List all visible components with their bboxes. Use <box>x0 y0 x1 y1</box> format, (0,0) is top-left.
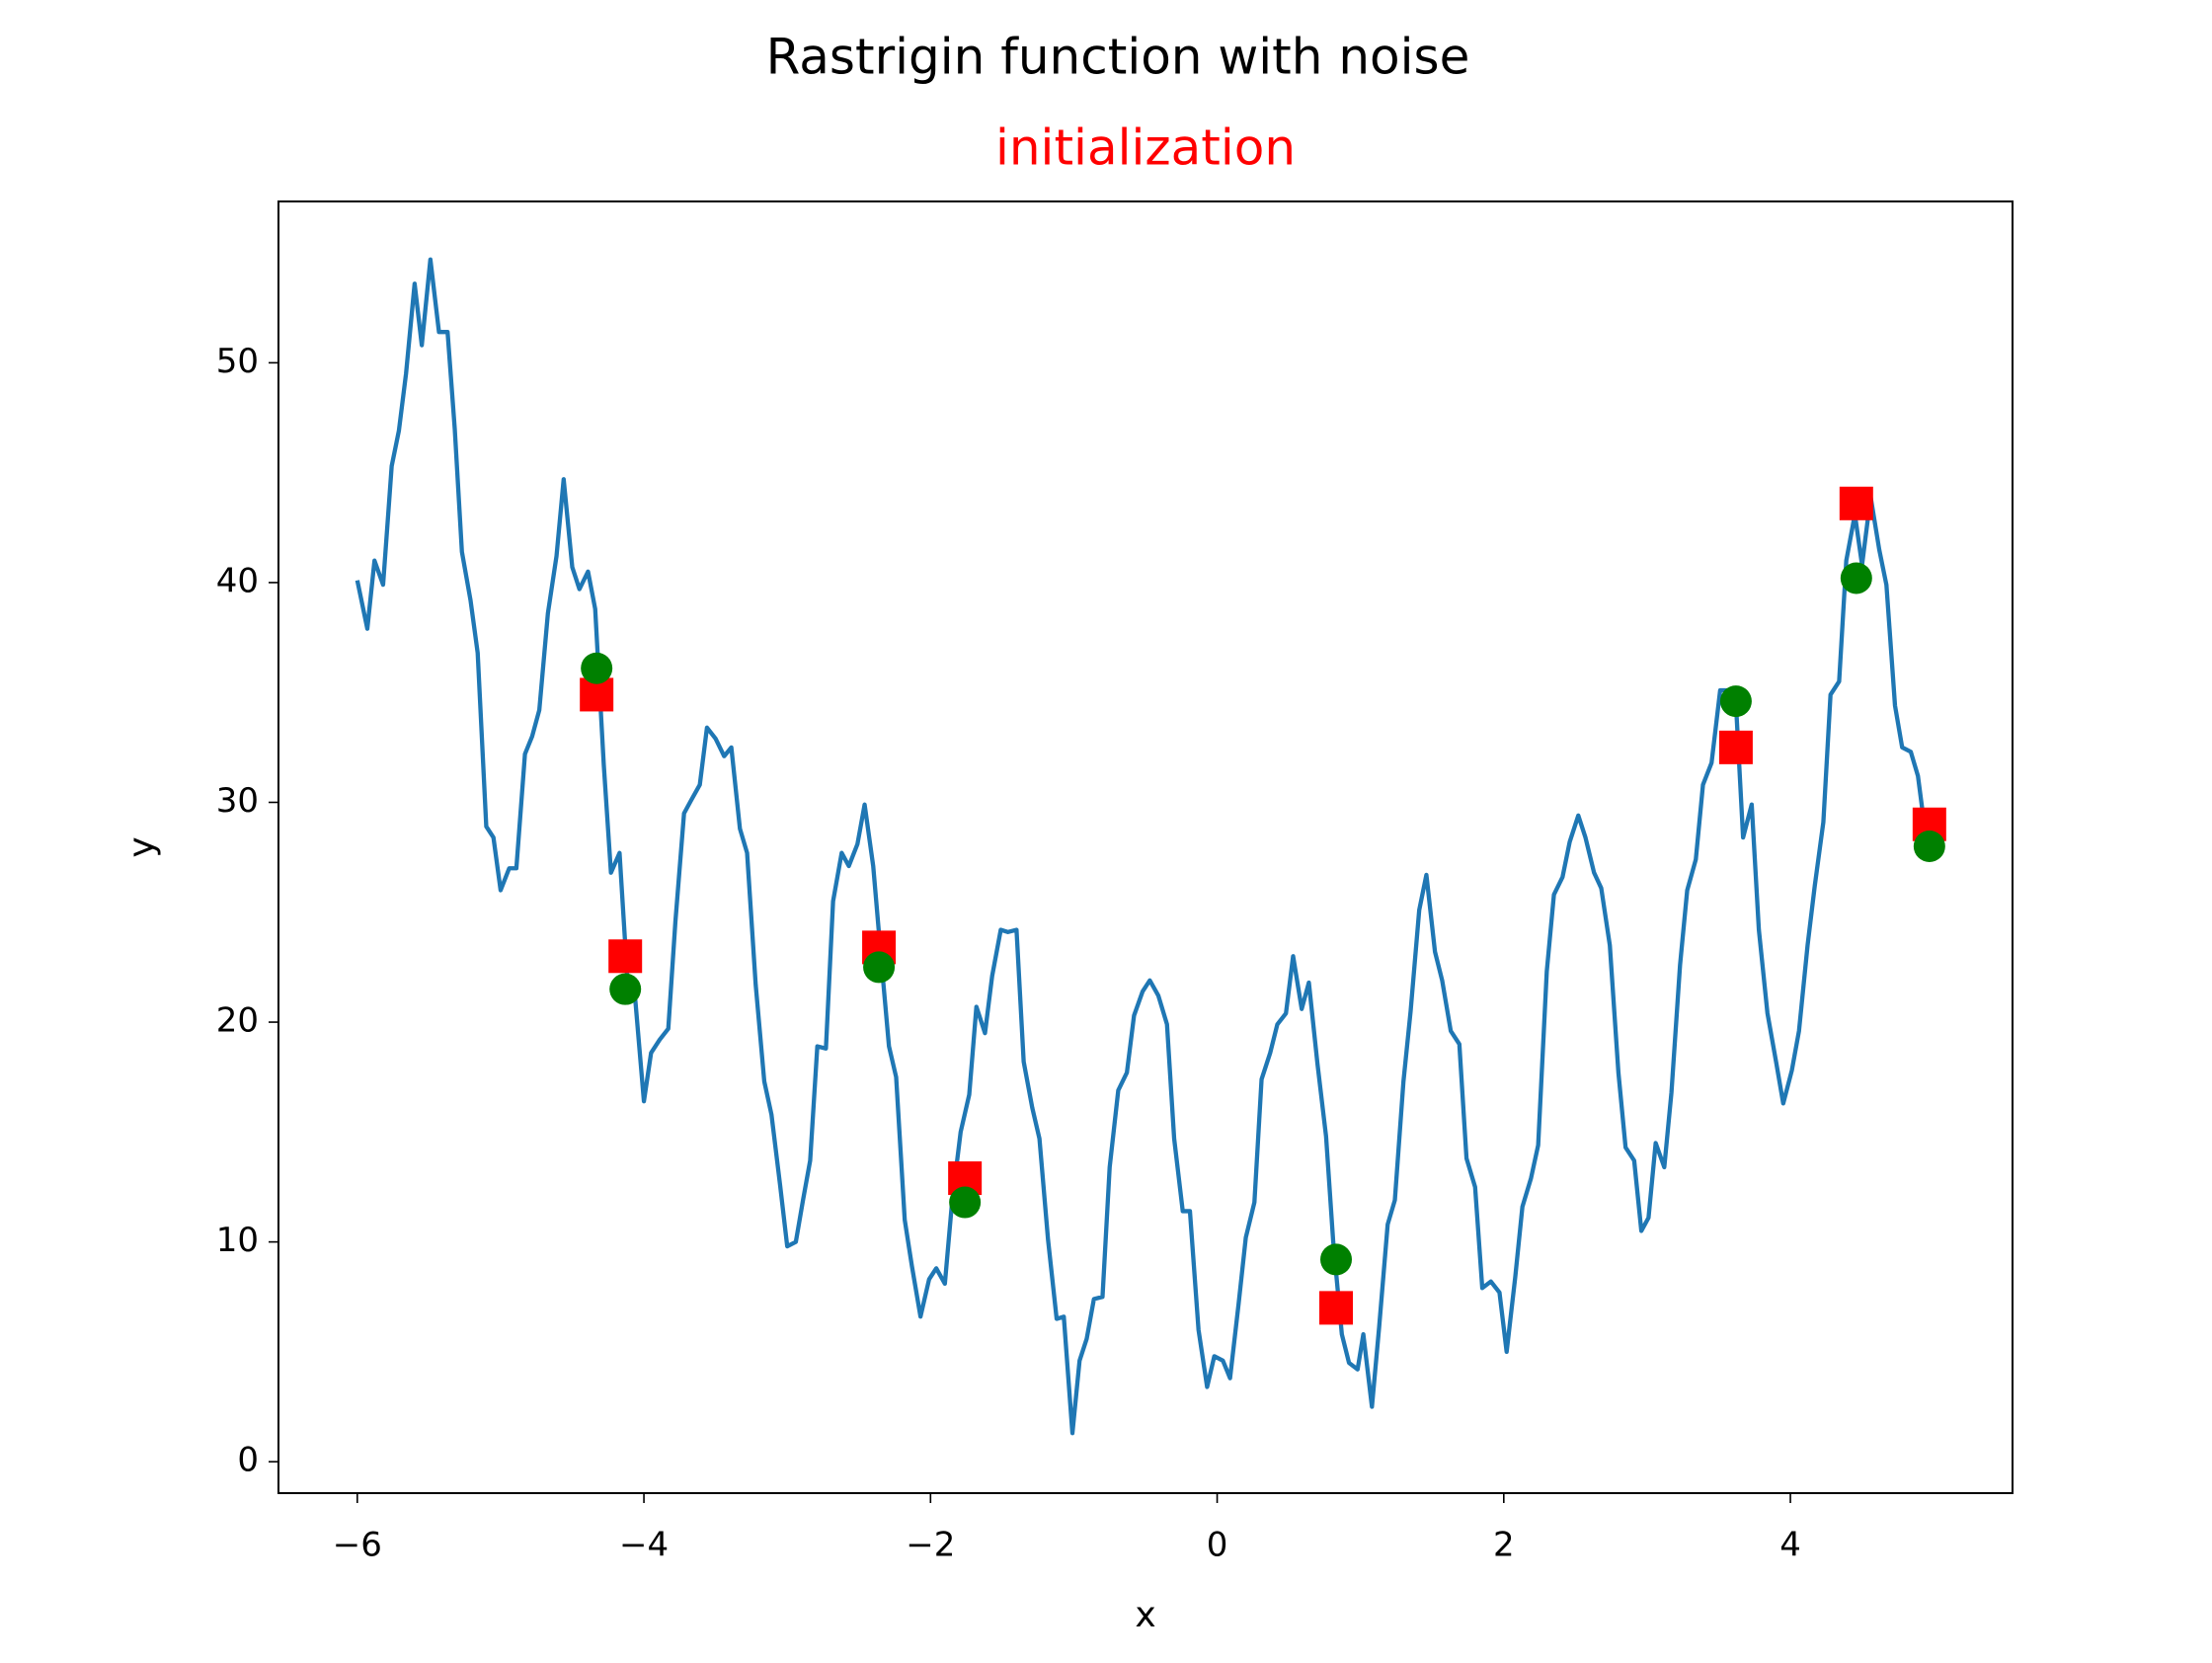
circle-marker <box>609 973 642 1005</box>
circle-marker <box>1320 1243 1353 1276</box>
y-tick-label: 40 <box>216 561 259 600</box>
circle-marker <box>863 951 896 984</box>
x-tick-label: −4 <box>619 1526 669 1565</box>
circle-marker <box>949 1186 982 1219</box>
x-axis-label: x <box>1135 1595 1155 1635</box>
circle-marker <box>1719 685 1752 718</box>
x-tick-label: 2 <box>1493 1526 1515 1565</box>
square-marker <box>1839 486 1873 520</box>
x-tick-label: 4 <box>1779 1526 1801 1565</box>
data-line <box>355 257 1935 1436</box>
circle-marker <box>1840 562 1872 594</box>
x-tick-label: −2 <box>906 1526 955 1565</box>
circle-marker <box>1913 830 1945 862</box>
y-tick-label: 10 <box>216 1221 259 1260</box>
x-tick-label: 0 <box>1207 1526 1228 1565</box>
y-axis-label: y <box>121 836 162 857</box>
chart-title: Rastrigin function with noise <box>766 29 1470 86</box>
y-tick-label: 0 <box>237 1441 259 1480</box>
y-tick-label: 20 <box>216 1001 259 1041</box>
y-tick-label: 50 <box>216 342 259 381</box>
plot-frame <box>277 200 2014 1494</box>
square-marker <box>1718 730 1753 764</box>
square-marker <box>1319 1291 1354 1325</box>
x-tick-label: −6 <box>333 1526 382 1565</box>
square-marker <box>608 939 643 974</box>
circle-marker <box>581 652 613 684</box>
y-tick-label: 30 <box>216 781 259 821</box>
chart-subtitle: initialization <box>995 119 1296 177</box>
